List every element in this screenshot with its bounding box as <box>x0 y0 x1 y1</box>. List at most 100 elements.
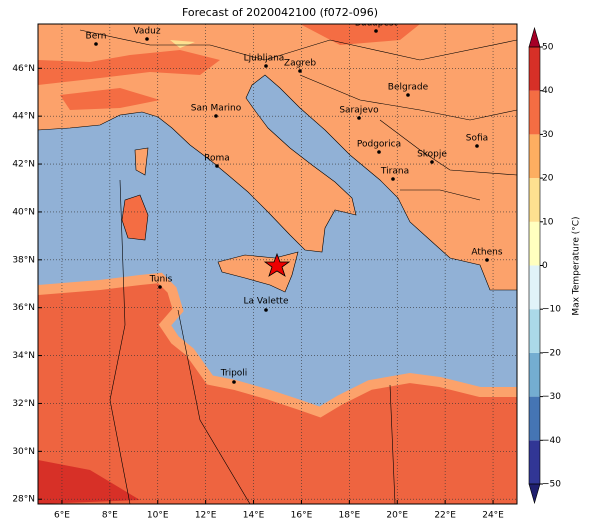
city-dot <box>430 160 434 164</box>
axes: 6°E 8°E 10°E 12°E 14°E 16°E 18°E 20°E 22°E 24°E 28… <box>12 64 504 521</box>
y-tick-label: 34°N <box>12 351 35 361</box>
city-dot <box>357 116 361 120</box>
y-tick-label: 44°N <box>12 112 35 122</box>
y-tick-label: 46°N <box>12 64 35 74</box>
city-label: San Marino <box>191 104 242 114</box>
city-dot <box>158 285 162 289</box>
title: Forecast of 2020042100 (f072-096) <box>182 6 378 19</box>
y-tick-label: 32°N <box>12 399 35 409</box>
city-dot <box>145 37 149 41</box>
city-label: La Valette <box>244 297 289 307</box>
map-frame <box>37 23 518 505</box>
border <box>79 29 517 61</box>
y-tick-label: 40°N <box>12 207 35 217</box>
city-label: Roma <box>204 154 230 164</box>
colorbar-band <box>529 47 540 91</box>
city-dot <box>298 69 302 73</box>
x-tick-label: 10°E <box>147 511 169 521</box>
x-tick-label: 20°E <box>386 511 408 521</box>
city-dot <box>264 64 268 68</box>
city-label: Bern <box>86 32 107 42</box>
city-label: Sofia <box>466 134 488 144</box>
colorbar-tick-label: −10 <box>542 305 561 315</box>
border <box>299 74 517 121</box>
city-label: Tripoli <box>220 369 248 379</box>
x-tick-label: 6°E <box>54 511 70 521</box>
colorbar-over <box>528 26 541 48</box>
city-dot <box>391 177 395 181</box>
x-tick-label: 18°E <box>339 511 361 521</box>
graticule <box>38 24 517 504</box>
border <box>177 309 251 504</box>
colorbar-tick-label: −20 <box>542 348 561 358</box>
x-tick-label: 24°E <box>482 511 504 521</box>
city-dot <box>485 258 489 262</box>
cool-patch <box>170 40 195 48</box>
colorbar-band <box>529 352 540 397</box>
city-dot <box>377 150 381 154</box>
city-dot <box>374 29 378 33</box>
colorbar-tick-label: −50 <box>542 480 561 490</box>
colorbar-tick-label: 50 <box>542 43 554 53</box>
city-label: Belgrade <box>388 83 429 93</box>
colorbar-band <box>529 134 540 179</box>
city-label: Athens <box>471 248 502 258</box>
colorbar: −50 −40 −30 −20 −10 0 10 20 30 40 50 <box>528 26 561 505</box>
colorbar-band <box>529 221 540 266</box>
colorbar-band <box>529 265 540 310</box>
colorbar-tick-label: 40 <box>542 86 554 96</box>
city-dot <box>406 93 410 97</box>
y-tick-label: 28°N <box>12 495 35 505</box>
city-dot <box>214 114 218 118</box>
y-tick-label: 42°N <box>12 160 35 170</box>
border <box>400 189 481 201</box>
city-dot <box>232 380 236 384</box>
city-dot <box>264 308 268 312</box>
colorbar-tick-label: −40 <box>542 436 561 446</box>
colorbar-label: Max Temperature (°C) <box>572 216 582 315</box>
city-dot <box>475 144 479 148</box>
colorbar-band <box>529 309 540 353</box>
x-tick-label: 14°E <box>243 511 265 521</box>
map-area: Bern Vaduz Budapest Ljubljana Zagreb Bel… <box>38 19 517 504</box>
colorbar-band <box>529 178 540 222</box>
colorbar-band <box>529 90 540 135</box>
city-label: Vaduz <box>133 27 160 37</box>
colorbar-band <box>529 396 540 441</box>
city-label: Tunis <box>149 275 173 285</box>
y-tick-label: 30°N <box>12 447 35 457</box>
city-dot <box>215 164 219 168</box>
x-tick-label: 12°E <box>195 511 217 521</box>
city-label: Zagreb <box>284 59 316 69</box>
colorbar-tick-label: 10 <box>542 217 554 227</box>
sardinia <box>121 194 149 241</box>
colorbar-tick-label: 30 <box>542 130 554 140</box>
colorbar-band <box>529 440 540 484</box>
corsica <box>134 147 149 176</box>
warm-patch <box>38 50 220 85</box>
y-tick-label: 38°N <box>12 255 35 265</box>
x-tick-label: 22°E <box>434 511 456 521</box>
border <box>389 384 396 504</box>
x-tick-label: 16°E <box>291 511 313 521</box>
city-label: Budapest <box>355 19 398 29</box>
colorbar-tick-label: 0 <box>542 261 548 271</box>
city-label: Ljubljana <box>244 54 285 64</box>
city-dot <box>94 42 98 46</box>
city-label: Tirana <box>380 167 409 177</box>
city-label: Sarajevo <box>339 106 379 116</box>
colorbar-tick-label: 20 <box>542 174 554 184</box>
city-label: Skopje <box>417 150 447 160</box>
y-tick-label: 36°N <box>12 303 35 313</box>
location-star <box>263 252 291 277</box>
hot-patch <box>38 460 140 504</box>
colorbar-under <box>528 483 541 505</box>
border <box>379 119 517 176</box>
border <box>109 179 131 504</box>
cities: Bern Vaduz Budapest Ljubljana Zagreb Bel… <box>86 19 503 384</box>
colorbar-tick-label: −30 <box>542 392 561 402</box>
x-tick-label: 8°E <box>102 511 118 521</box>
city-label: Podgorica <box>357 140 401 150</box>
coastal-band <box>38 272 517 418</box>
